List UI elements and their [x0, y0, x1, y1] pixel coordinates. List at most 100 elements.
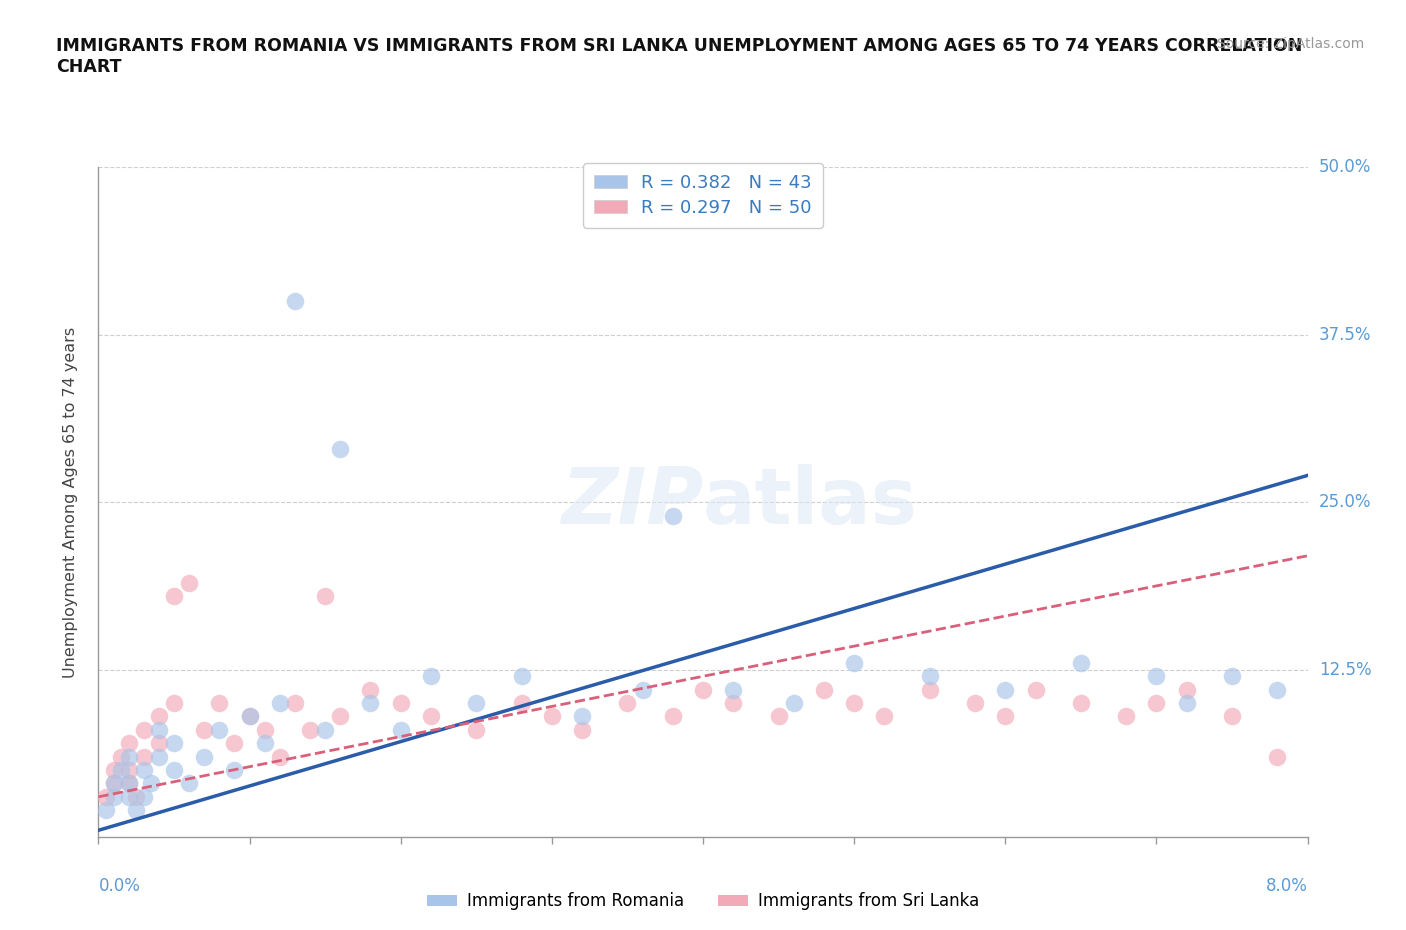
Point: [269, 750, 291, 764]
Point: [118, 763, 141, 777]
Point: [465, 696, 488, 711]
Point: [125, 790, 148, 804]
Point: [1265, 683, 1288, 698]
Point: [1070, 696, 1092, 711]
Point: [1175, 696, 1198, 711]
Legend: Immigrants from Romania, Immigrants from Sri Lanka: Immigrants from Romania, Immigrants from…: [420, 885, 986, 917]
Text: Source: ZipAtlas.com: Source: ZipAtlas.com: [1216, 37, 1364, 51]
Point: [118, 776, 141, 790]
Point: [994, 709, 1017, 724]
Point: [510, 696, 533, 711]
Point: [118, 736, 141, 751]
Point: [163, 763, 186, 777]
Point: [284, 696, 307, 711]
Point: [148, 709, 170, 724]
Text: 0.0%: 0.0%: [98, 877, 141, 896]
Point: [118, 790, 141, 804]
Text: IMMIGRANTS FROM ROMANIA VS IMMIGRANTS FROM SRI LANKA UNEMPLOYMENT AMONG AGES 65 : IMMIGRANTS FROM ROMANIA VS IMMIGRANTS FR…: [56, 37, 1302, 76]
Point: [723, 696, 745, 711]
Point: [163, 696, 186, 711]
Point: [419, 669, 441, 684]
Point: [224, 763, 246, 777]
Point: [132, 723, 155, 737]
Text: 8.0%: 8.0%: [1265, 877, 1308, 896]
Point: [125, 803, 148, 817]
Point: [844, 696, 866, 711]
Point: [224, 736, 246, 751]
Point: [118, 776, 141, 790]
Point: [465, 723, 488, 737]
Point: [1070, 656, 1092, 671]
Point: [208, 696, 231, 711]
Point: [163, 736, 186, 751]
Point: [329, 709, 352, 724]
Text: atlas: atlas: [703, 464, 918, 540]
Point: [661, 709, 683, 724]
Point: [103, 776, 125, 790]
Point: [314, 723, 336, 737]
Point: [723, 683, 745, 698]
Point: [1115, 709, 1137, 724]
Point: [239, 709, 262, 724]
Point: [118, 750, 141, 764]
Point: [1220, 709, 1243, 724]
Point: [193, 750, 215, 764]
Point: [239, 709, 262, 724]
Point: [148, 723, 170, 737]
Point: [692, 683, 714, 698]
Point: [918, 683, 941, 698]
Point: [965, 696, 987, 711]
Point: [179, 776, 201, 790]
Point: [813, 683, 835, 698]
Text: 25.0%: 25.0%: [1319, 493, 1371, 512]
Point: [103, 763, 125, 777]
Point: [661, 508, 683, 523]
Point: [768, 709, 790, 724]
Point: [1024, 683, 1046, 698]
Point: [132, 763, 155, 777]
Point: [103, 776, 125, 790]
Point: [571, 723, 593, 737]
Point: [314, 589, 336, 604]
Point: [782, 696, 804, 711]
Text: 37.5%: 37.5%: [1319, 326, 1371, 344]
Point: [616, 696, 638, 711]
Point: [510, 669, 533, 684]
Point: [419, 709, 441, 724]
Point: [193, 723, 215, 737]
Point: [994, 683, 1017, 698]
Y-axis label: Unemployment Among Ages 65 to 74 years: Unemployment Among Ages 65 to 74 years: [63, 326, 77, 678]
Point: [299, 723, 322, 737]
Point: [1144, 669, 1167, 684]
Point: [389, 723, 412, 737]
Point: [253, 736, 276, 751]
Text: 50.0%: 50.0%: [1319, 158, 1371, 177]
Point: [1175, 683, 1198, 698]
Point: [359, 696, 381, 711]
Text: 12.5%: 12.5%: [1319, 660, 1371, 679]
Point: [1144, 696, 1167, 711]
Point: [110, 750, 132, 764]
Point: [269, 696, 291, 711]
Point: [540, 709, 562, 724]
Point: [359, 683, 381, 698]
Point: [844, 656, 866, 671]
Point: [1265, 750, 1288, 764]
Point: [103, 790, 125, 804]
Point: [132, 790, 155, 804]
Point: [110, 763, 132, 777]
Point: [179, 575, 201, 590]
Point: [208, 723, 231, 737]
Point: [148, 736, 170, 751]
Point: [163, 589, 186, 604]
Point: [918, 669, 941, 684]
Text: ZIP: ZIP: [561, 464, 703, 540]
Point: [94, 790, 117, 804]
Point: [141, 776, 163, 790]
Point: [253, 723, 276, 737]
Point: [284, 294, 307, 309]
Point: [148, 750, 170, 764]
Legend: R = 0.382   N = 43, R = 0.297   N = 50: R = 0.382 N = 43, R = 0.297 N = 50: [583, 163, 823, 228]
Point: [132, 750, 155, 764]
Point: [389, 696, 412, 711]
